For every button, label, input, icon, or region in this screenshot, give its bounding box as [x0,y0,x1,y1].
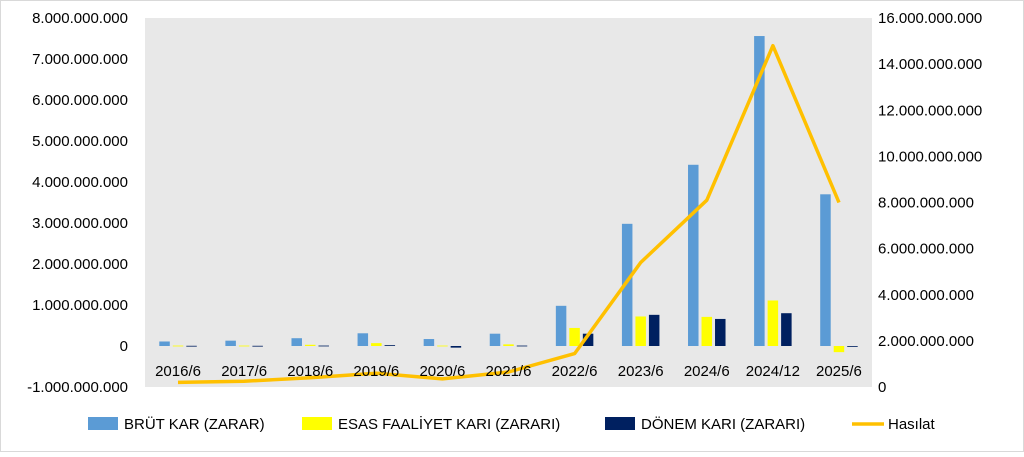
bar [437,345,448,347]
left-tick-label: 5.000.000.000 [32,133,128,150]
bar [555,305,567,346]
bar [715,318,726,346]
left-tick-label: 4.000.000.000 [32,174,128,191]
bar [423,339,435,346]
line-series [177,43,841,385]
left-tick-label: 7.000.000.000 [32,51,128,68]
category-label: 2021/6 [486,363,532,380]
right-tick-label: 10.000.000.000 [878,148,982,165]
legend-label: ESAS FAALİYET KARI (ZARARI) [338,415,560,433]
bar [172,345,184,347]
bar [159,341,170,346]
bar [238,345,250,347]
bar [384,345,396,346]
bar [225,340,236,346]
bar [450,346,462,348]
category-label: 2023/6 [618,363,664,380]
bar [569,327,580,346]
bar [186,345,197,347]
right-tick-label: 6.000.000.000 [878,241,974,258]
bar [304,344,316,346]
left-tick-label: 2.000.000.000 [32,256,128,273]
bar [252,345,263,347]
bar [781,313,792,346]
bar [701,316,713,346]
bar [847,346,858,347]
right-tick-label: 16.000.000.000 [878,10,982,27]
category-label: 2022/6 [552,363,598,380]
bar [820,194,831,346]
legend: BRÜT KAR (ZARAR) ESAS FAALİYET KARI (ZARA… [88,415,936,433]
right-tick-label: 2.000.000.000 [878,333,974,350]
legend-label: DÖNEM KARI (ZARARI) [641,415,805,433]
category-label: 2024/6 [684,363,730,380]
category-label: 2024/12 [746,363,800,380]
left-tick-label: 0 [120,338,128,355]
bar [291,338,302,346]
legend-swatch [605,417,635,430]
bar [635,316,646,346]
legend-swatch [302,417,332,430]
bar [503,344,514,346]
left-tick-label: 8.000.000.000 [32,10,128,27]
category-label: 2019/6 [353,363,399,380]
left-tick-label: 3.000.000.000 [32,215,128,232]
bar [582,333,594,346]
category-label: 2017/6 [221,363,267,380]
bar [489,333,501,346]
right-tick-label: 0 [878,379,886,396]
bar [833,346,845,353]
bar [357,333,369,346]
legend-label: BRÜT KAR (ZARAR) [124,415,265,433]
bar [688,164,699,346]
category-label: 2020/6 [419,363,465,380]
bars [159,36,858,353]
category-label: 2018/6 [287,363,333,380]
bar [371,343,382,346]
category-label: 2016/6 [155,363,201,380]
bar [318,345,329,347]
right-tick-label: 4.000.000.000 [878,287,974,304]
left-axis: -1.000.000.000 0 1.000.000.000 2.000.000.00… [27,10,128,396]
legend-swatch [88,417,118,430]
bar [767,300,779,346]
category-label: 2025/6 [816,363,862,380]
x-axis: 2016/6 2017/6 2018/6 2019/6 2020/6 2021/6 2022… [155,363,862,380]
line-hasilat [177,43,841,385]
bar [648,314,660,346]
right-tick-label: 14.000.000.000 [878,56,982,73]
left-tick-label: -1.000.000.000 [27,379,128,396]
right-axis: 0 2.000.000.000 4.000.000.000 6.000.000.000… [878,10,982,396]
legend-label: Hasılat [888,416,936,433]
left-tick-label: 6.000.000.000 [32,92,128,109]
bar [516,345,528,347]
bar [621,223,633,346]
right-tick-label: 12.000.000.000 [878,102,982,119]
plot-area [145,18,872,387]
bar [754,36,765,346]
left-tick-label: 1.000.000.000 [32,297,128,314]
right-tick-label: 8.000.000.000 [878,195,974,212]
